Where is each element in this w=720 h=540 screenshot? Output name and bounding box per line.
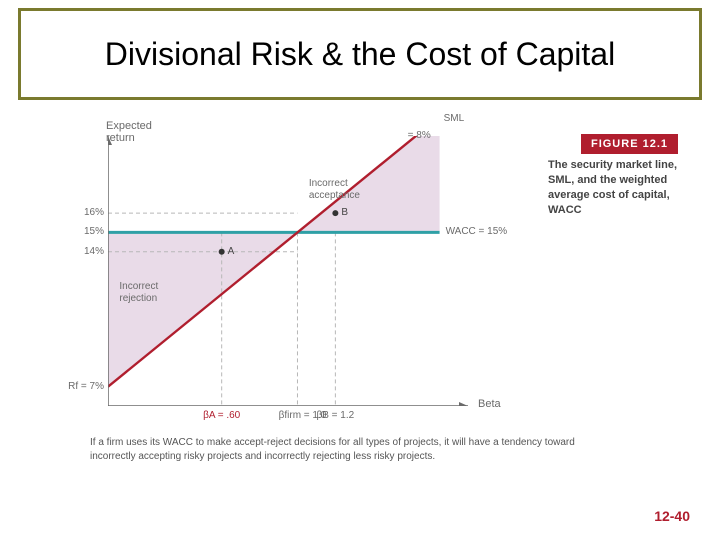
sml-equation: = 8% bbox=[408, 130, 431, 141]
slide-title: Divisional Risk & the Cost of Capital bbox=[105, 36, 615, 73]
sml-label: SML bbox=[444, 113, 465, 124]
point-A-label: A bbox=[228, 246, 235, 257]
y-tick-14: 14% bbox=[52, 246, 104, 257]
wacc-label: WACC = 15% bbox=[446, 226, 508, 237]
y-tick-16: 16% bbox=[52, 207, 104, 218]
y-tick-15: 15% bbox=[52, 226, 104, 237]
chart-svg bbox=[108, 136, 468, 406]
chart-plot bbox=[108, 136, 468, 406]
y-tick-rf: Rf = 7% bbox=[52, 381, 104, 392]
slide-title-box: Divisional Risk & the Cost of Capital bbox=[18, 8, 702, 100]
incorrect-rejection-label: Incorrect rejection bbox=[119, 281, 158, 305]
point-B-label: B bbox=[341, 207, 348, 218]
figure-badge: FIGURE 12.1 bbox=[581, 134, 678, 154]
x-axis-label: Beta bbox=[478, 398, 501, 410]
figure-caption: The security market line, SML, and the w… bbox=[548, 158, 678, 217]
x-tick-betaA: βA = .60 bbox=[192, 410, 252, 421]
page-number: 12-40 bbox=[654, 508, 690, 524]
incorrect-acceptance-label: Incorrect acceptance bbox=[309, 178, 360, 202]
figure-area: FIGURE 12.1 The security market line, SM… bbox=[48, 120, 678, 480]
x-tick-betaB: βB = 1.2 bbox=[305, 410, 365, 421]
figure-footer-text: If a firm uses its WACC to make accept-r… bbox=[90, 436, 610, 463]
